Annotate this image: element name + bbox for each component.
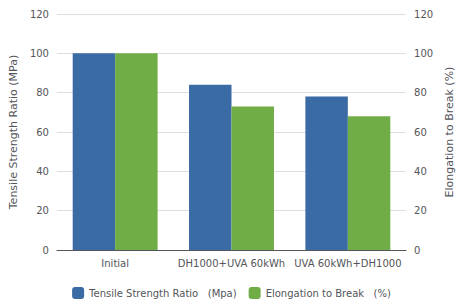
svg-text:100: 100 — [30, 48, 49, 59]
svg-text:80: 80 — [414, 87, 427, 98]
svg-text:UVA 60kWh+DH1000: UVA 60kWh+DH1000 — [294, 258, 401, 269]
svg-text:60: 60 — [414, 127, 427, 138]
svg-text:0: 0 — [43, 245, 49, 256]
svg-text:0: 0 — [414, 245, 420, 256]
svg-text:Tensile Strength Ratio (MPa): Tensile Strength Ratio (MPa) — [7, 55, 20, 210]
svg-text:Elongation to Break (%): Elongation to Break (%) — [443, 67, 456, 198]
svg-text:40: 40 — [36, 166, 49, 177]
svg-text:40: 40 — [414, 166, 427, 177]
svg-text:120: 120 — [30, 9, 49, 20]
svg-text:20: 20 — [414, 205, 427, 216]
svg-text:60: 60 — [36, 127, 49, 138]
svg-text:120: 120 — [414, 9, 433, 20]
svg-text:Initial: Initial — [101, 258, 129, 269]
svg-text:Elongation to Break (%): Elongation to Break (%) — [266, 288, 391, 299]
svg-text:DH1000+UVA 60kWh: DH1000+UVA 60kWh — [178, 258, 285, 269]
svg-text:20: 20 — [36, 205, 49, 216]
svg-text:Tensile Strength Ratio (Mpa): Tensile Strength Ratio (Mpa) — [88, 288, 237, 299]
svg-text:100: 100 — [414, 48, 433, 59]
svg-text:80: 80 — [36, 87, 49, 98]
